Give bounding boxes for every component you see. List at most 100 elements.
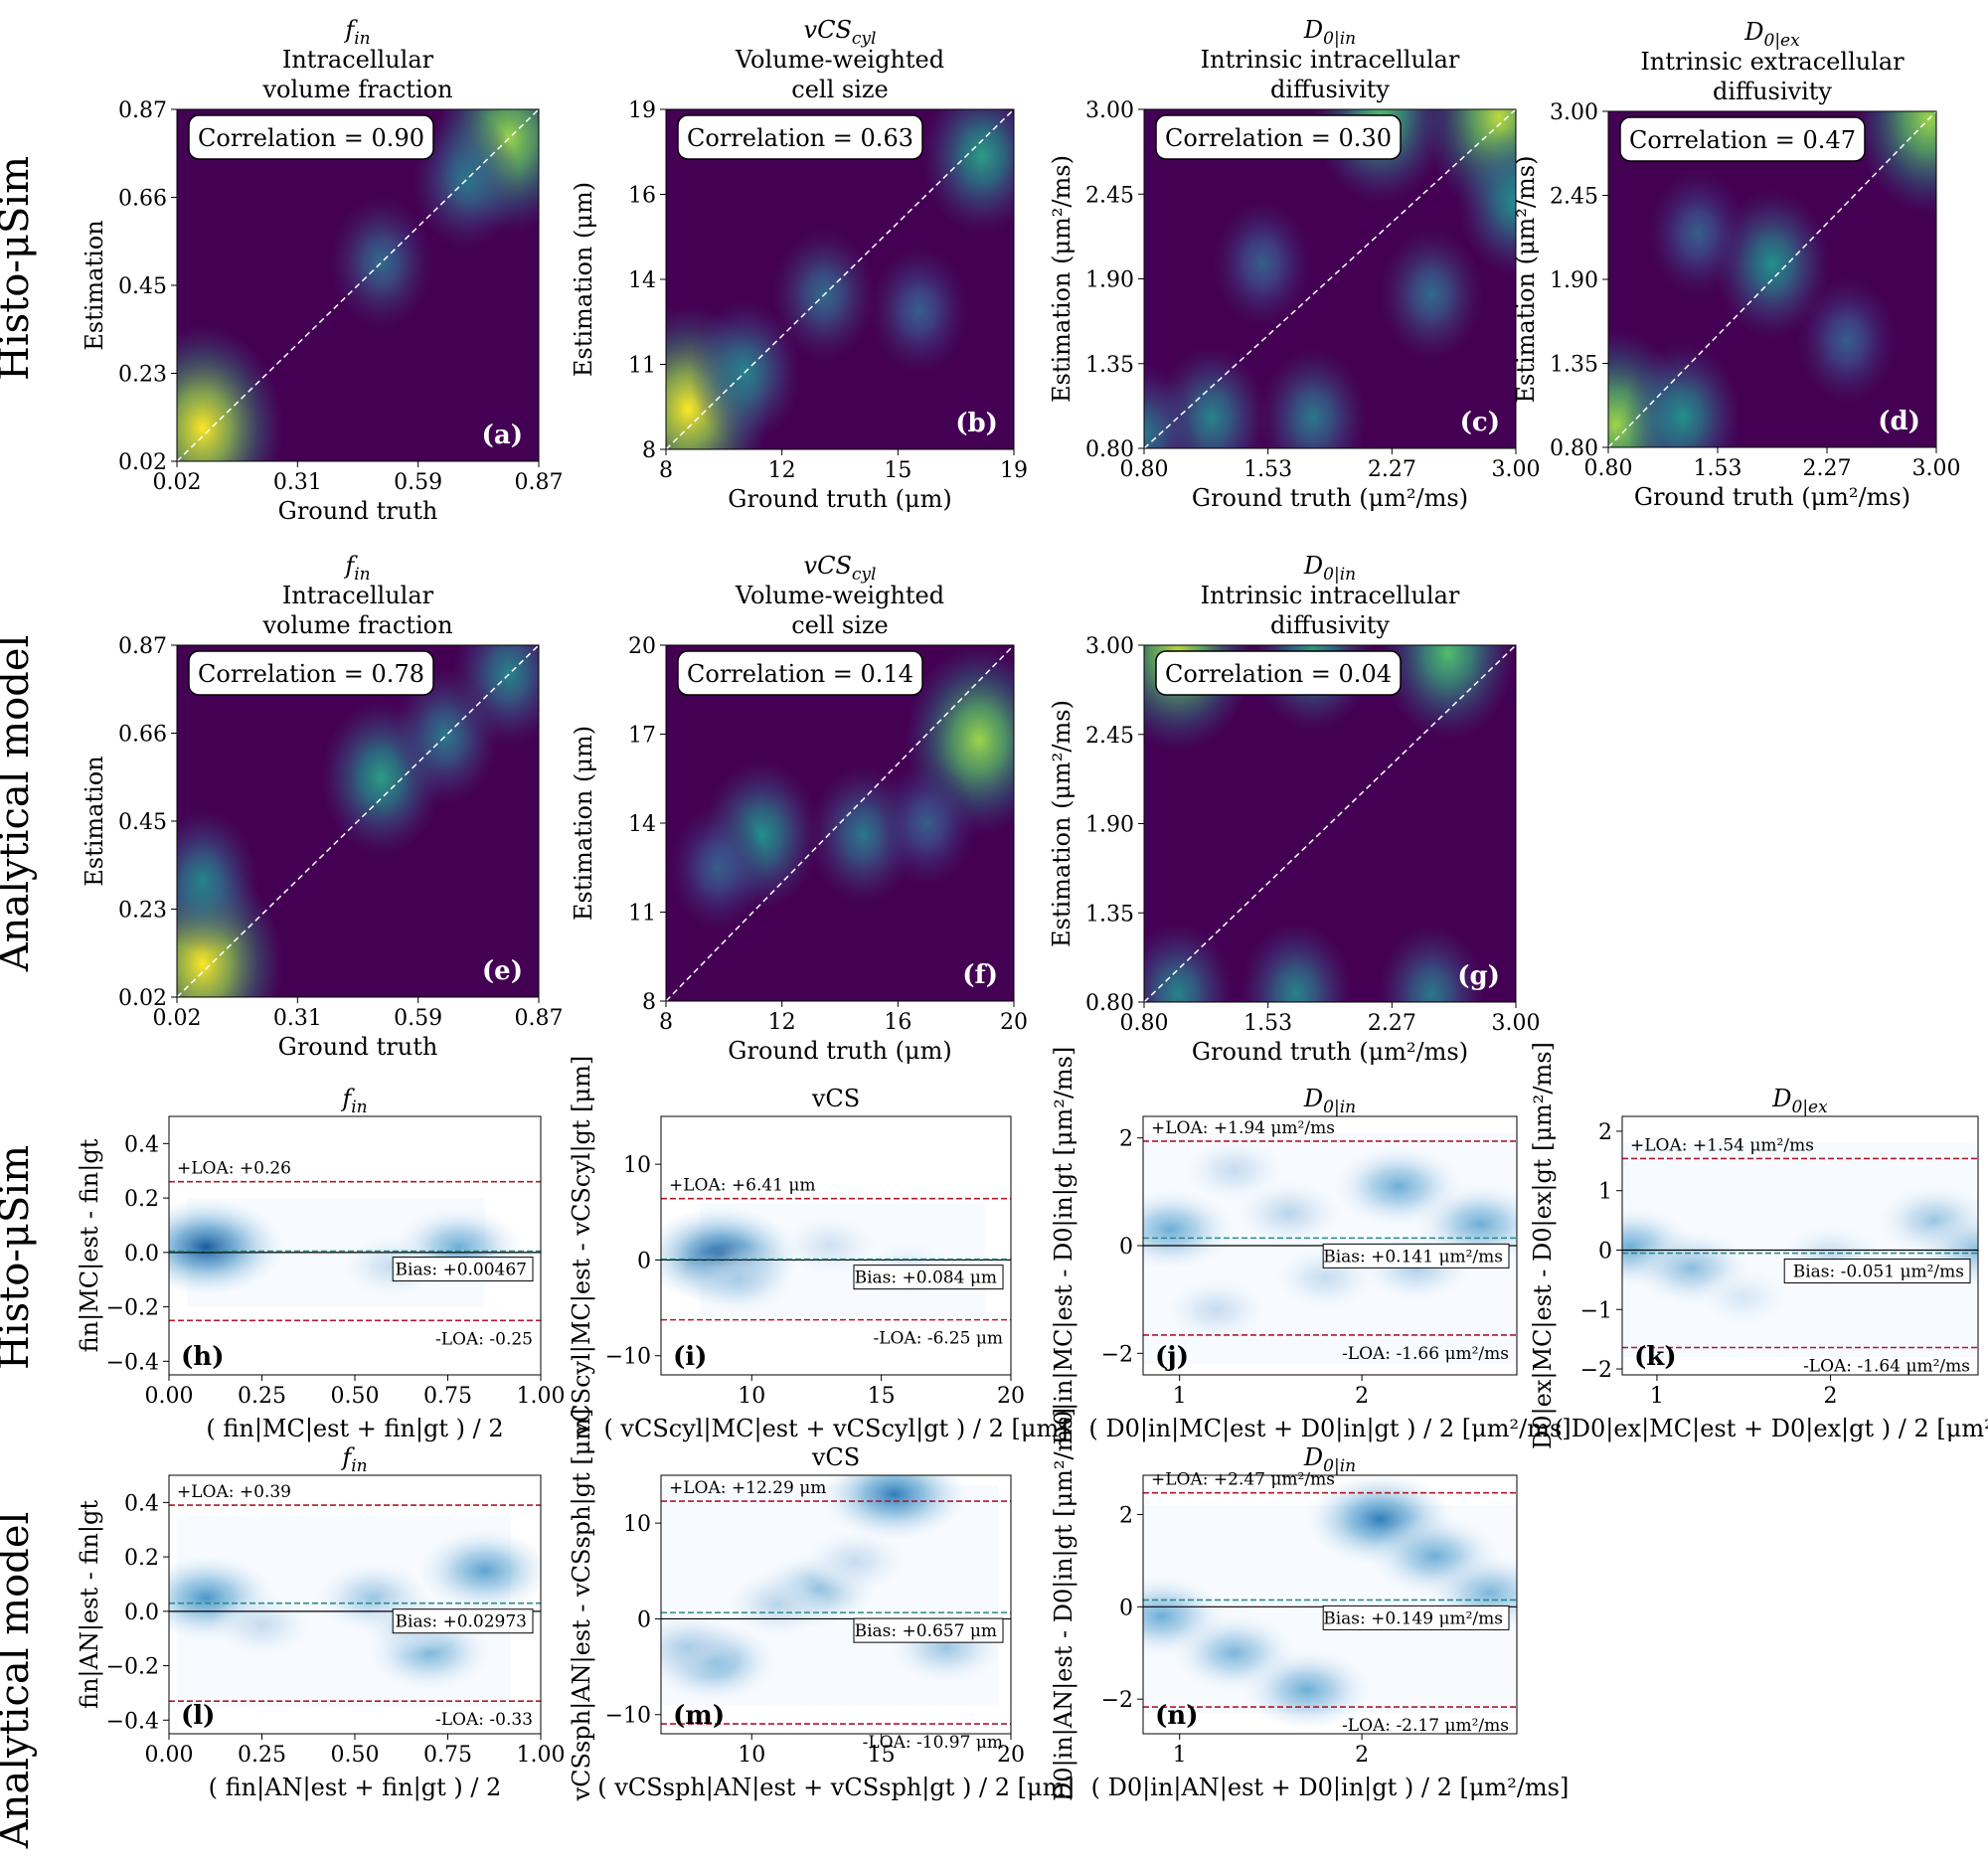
y-tick-label: 0.0 [124,1601,159,1625]
x-axis-label: Ground truth [278,497,438,525]
y-axis-label: vCSsph|AN|est - vCSsph|gt [μm] [568,1409,596,1802]
panel-label: (j) [1155,1342,1189,1372]
correlation-box [188,650,434,696]
identity-line [177,109,539,461]
x-tick-label: 15 [884,458,911,483]
y-axis-label: Estimation [81,756,108,886]
y-tick-label: 10 [623,1153,651,1178]
identity-line [1144,109,1516,448]
panel-title-symbol: D0|in [1303,16,1356,49]
x-tick-label: 0.02 [153,470,202,495]
panel-title: D0|in [1303,1085,1356,1117]
x-axis-label: Ground truth (μm²/ms) [1192,484,1468,512]
x-axis-label: ( vCScyl|MC|est + vCScyl|gt ) / 2 [μm] [603,1415,1068,1443]
bias-label: Bias: -0.051 μm²/ms [1793,1263,1964,1282]
bias-box [1783,1259,1971,1284]
density-blob-5 [1797,277,1897,404]
panel-title-line2: volume fraction [261,611,452,639]
panel-title-line2: volume fraction [261,76,452,103]
panel-title-symbol: vCScyl [804,552,877,585]
panel-i: +LOA: +6.41 μm -LOA: -6.25 μm Bias: +0.084… [568,1056,1069,1443]
y-tick-label: 11 [628,354,656,379]
bias-box [1322,1605,1510,1630]
panel-title-symbol: D0|in [1303,552,1356,585]
density-blob-7 [1144,364,1198,448]
x-tick-label: 3.00 [1912,456,1961,481]
density-area [661,1116,1011,1375]
x-tick-label: 3.00 [1492,1011,1541,1036]
x-tick-label: 1.00 [517,1743,566,1768]
density-blob-4 [1380,228,1483,361]
y-tick-label: 16 [628,184,656,209]
x-tick-label: 2 [1355,1384,1369,1409]
density-blob-1 [177,809,258,953]
y-tick-label: 0.02 [118,450,167,475]
panel-title: D0|in [1303,1443,1356,1476]
panel-title: fin [340,1443,367,1476]
panel-title: D0|ex [1771,1085,1828,1117]
y-tick-label: −0.4 [106,1350,159,1375]
y-tick-label: 0 [1119,1596,1133,1620]
y-tick-label: −2 [1580,1358,1612,1383]
lower-loa-label: -LOA: -0.33 [435,1710,533,1730]
x-tick-label: 0.80 [1120,1011,1169,1036]
panel-label: (b) [955,409,998,438]
density-blob-3 [669,804,767,930]
x-tick-label: 15 [868,1384,896,1409]
x-axis-label: ( fin|MC|est + fin|gt ) / 2 [206,1415,503,1443]
x-tick-label: 20 [997,1743,1025,1768]
panel-label: (d) [1878,407,1920,436]
panel-title-symbol: D0|ex [1743,18,1800,51]
density-blob-1 [417,1528,541,1612]
density-blob-3 [870,247,969,374]
panel-label: (h) [181,1342,225,1372]
panel-label: (i) [673,1342,707,1372]
x-tick-label: 0.31 [273,1006,322,1031]
bias-label: Bias: +0.149 μm²/ms [1323,1608,1503,1628]
panel-label: (a) [482,421,523,450]
panel-j: +LOA: +1.94 μm²/ms -LOA: -1.66 μm²/ms Bias… [1050,1047,1572,1445]
y-tick-label: 2.45 [1085,724,1134,749]
upper-loa-label: +LOA: +1.94 μm²/ms [1151,1118,1335,1138]
density-blob-0 [820,1475,969,1541]
x-tick-label: 0.00 [145,1743,194,1768]
row-label-analytical-2: Analytical model [0,1512,38,1850]
bias-box [853,1617,1004,1643]
lower-loa-label: -LOA: -0.25 [435,1329,533,1349]
y-tick-label: 1.90 [1085,268,1134,293]
density-blob-3 [1144,922,1235,1002]
density-blob-1 [684,1245,794,1314]
y-axis-label: Estimation (μm²/ms) [1048,155,1076,403]
y-axis-label: D0|ex|MC|est - D0|ex|gt [μm²/ms] [1529,1042,1558,1449]
x-axis-label: Ground truth (μm) [728,1037,951,1065]
y-tick-label: 11 [628,902,656,927]
y-tick-label: −10 [605,1345,651,1370]
panel-title-line1: Volume-weighted [735,582,944,609]
panel-title-line2: cell size [791,76,888,103]
x-tick-label: 1.00 [517,1384,566,1409]
x-tick-label: 10 [738,1384,765,1409]
y-tick-label: −0.4 [106,1709,159,1734]
y-tick-label: 1.90 [1550,268,1598,293]
y-tick-label: 0.4 [124,1132,159,1157]
x-tick-label: 2 [1824,1384,1838,1409]
density-area [1622,1116,1978,1375]
panel-label: (m) [673,1701,725,1731]
upper-loa-label: +LOA: +0.39 [177,1482,291,1502]
x-tick-label: 1.53 [1243,1011,1292,1036]
x-tick-label: 20 [997,1384,1025,1409]
y-tick-label: 2.45 [1550,185,1598,210]
panel-title-line1: Intrinsic intracellular [1201,46,1460,74]
density-blob-4 [725,1572,831,1637]
panel-label: (f) [962,960,998,990]
bias-label: Bias: +0.02973 [396,1612,527,1632]
identity-line [1608,111,1936,447]
lower-loa-label: -LOA: -1.66 μm²/ms [1342,1344,1509,1364]
x-tick-label: 0.87 [515,470,564,495]
y-tick-label: 1.35 [1550,353,1598,378]
correlation-box [677,650,923,696]
bias-label: Bias: +0.141 μm²/ms [1323,1247,1503,1267]
panel-title-line1: Intracellular [282,582,434,609]
x-tick-label: 1 [1650,1384,1664,1409]
y-tick-label: 3.00 [1085,98,1134,123]
